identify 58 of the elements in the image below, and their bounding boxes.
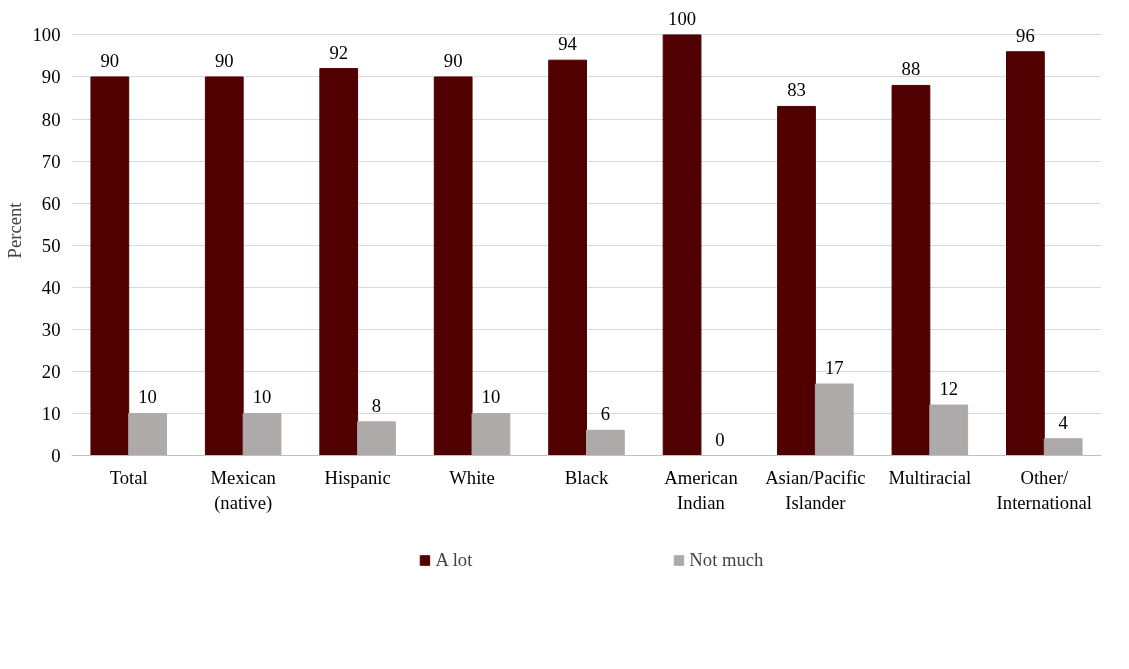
data-label: 96 <box>1016 24 1035 46</box>
data-label: 100 <box>668 7 697 29</box>
data-label: 90 <box>214 50 234 71</box>
y-tick-label: 50 <box>41 234 61 256</box>
data-label: 12 <box>939 378 959 400</box>
legend-label: A lot <box>435 548 473 571</box>
x-tick-label: Total <box>109 466 148 488</box>
data-label: 17 <box>824 357 844 378</box>
bar <box>90 76 130 456</box>
bar <box>242 412 282 456</box>
data-label: 4 <box>1058 411 1069 433</box>
y-tick-label: 60 <box>41 192 61 214</box>
bar <box>204 76 244 456</box>
data-label: 10 <box>138 386 157 408</box>
y-tick-label: 90 <box>41 66 61 88</box>
bar <box>586 429 625 456</box>
bar <box>319 68 359 456</box>
data-label: 6 <box>600 403 611 425</box>
data-label: 88 <box>901 58 921 80</box>
data-label: 83 <box>787 79 806 101</box>
y-tick-label: 10 <box>41 402 61 424</box>
y-tick-label: 70 <box>41 150 61 172</box>
bar <box>357 421 396 456</box>
data-label: 90 <box>443 50 463 71</box>
bar <box>128 412 167 456</box>
data-label: 94 <box>558 33 578 55</box>
y-tick-label: 0 <box>51 445 61 466</box>
bar <box>814 383 854 456</box>
y-axis-title: Percent <box>3 201 25 259</box>
bar <box>891 84 931 456</box>
bar <box>1006 51 1045 456</box>
data-label: 0 <box>715 428 725 450</box>
bar <box>548 59 587 456</box>
data-label: 10 <box>481 386 501 408</box>
x-tick-label: Multiracial <box>888 466 972 488</box>
bar <box>433 76 473 456</box>
y-tick-label: 100 <box>32 24 61 46</box>
x-tick-label: Black <box>564 466 609 488</box>
data-label: 90 <box>100 50 120 71</box>
bar <box>929 404 969 456</box>
bar <box>777 105 816 456</box>
bar <box>662 34 702 456</box>
x-tick-label: Hispanic <box>324 466 391 488</box>
data-label: 8 <box>371 394 382 416</box>
bar <box>1043 438 1083 456</box>
x-tick-label: Mexican (native) <box>210 466 277 514</box>
bar <box>471 412 511 456</box>
y-tick-label: 30 <box>41 318 61 340</box>
x-tick-label: Other/International <box>996 466 1092 513</box>
data-label: 10 <box>252 386 272 408</box>
x-tick-label: White <box>449 466 495 488</box>
data-label: 92 <box>329 41 349 63</box>
x-tick-label: American Indian <box>664 466 739 513</box>
y-tick-label: 20 <box>41 360 61 382</box>
y-tick-label: 80 <box>41 108 61 130</box>
y-tick-label: 40 <box>41 276 61 298</box>
legend-label: Not much <box>689 548 764 571</box>
x-tick-label: Asian/Pacific Islander <box>765 466 866 513</box>
